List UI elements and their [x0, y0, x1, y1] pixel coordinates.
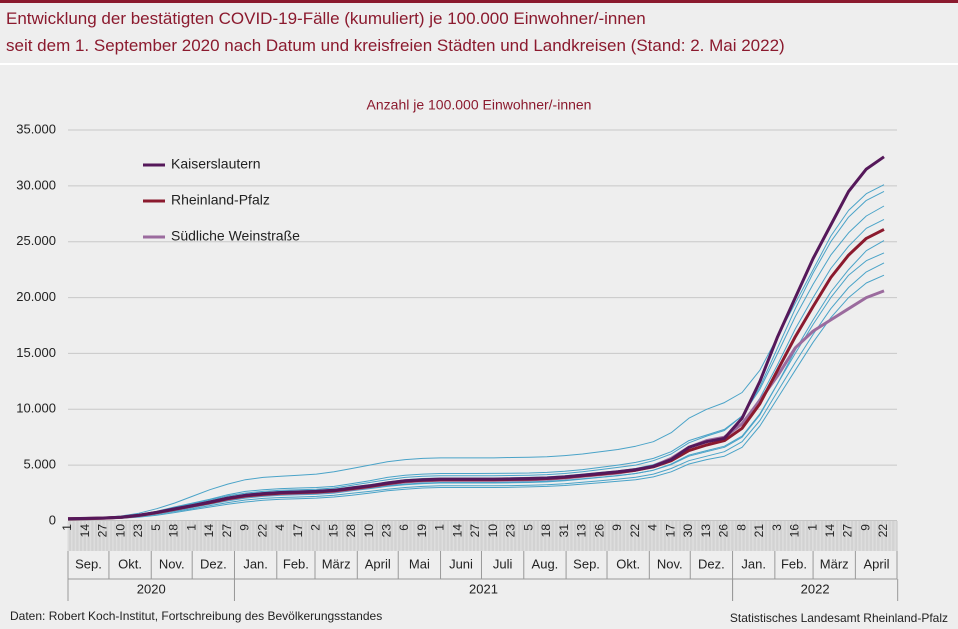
month-label: Juni: [449, 556, 473, 571]
x-tick-label: 9: [238, 524, 252, 531]
x-tick-label: 3: [770, 524, 784, 531]
x-tick-label: 14: [823, 524, 837, 538]
month-label: Okt.: [118, 556, 142, 571]
legend-label: Südliche Weinstraße: [171, 228, 300, 244]
axis-band: [68, 521, 897, 551]
x-tick-label: 23: [131, 524, 145, 538]
district-line: [67, 262, 885, 520]
x-tick-label: 22: [876, 524, 890, 538]
x-tick-label: 22: [628, 524, 642, 538]
month-label: Feb.: [283, 556, 309, 571]
x-tick-label: 14: [202, 524, 216, 538]
publisher: Statistisches Landesamt Rheinland-Pfalz: [730, 611, 948, 625]
x-tick-label: 23: [379, 524, 393, 538]
month-label: Mai: [409, 556, 430, 571]
y-tick-label: 10.000: [16, 401, 56, 416]
x-tick-label: 17: [291, 524, 305, 538]
y-tick-label: 30.000: [16, 177, 56, 192]
x-tick-label: 10: [486, 524, 500, 538]
month-label: Okt.: [616, 556, 640, 571]
month-label: Jan.: [741, 556, 766, 571]
x-tick-label: 5: [149, 524, 163, 531]
x-tick-label: 19: [415, 524, 429, 538]
month-label: Jan.: [243, 556, 268, 571]
x-tick-label: 21: [752, 524, 766, 538]
series-line: [67, 289, 885, 521]
month-label: Feb.: [781, 556, 807, 571]
x-tick-label: 1: [184, 524, 198, 531]
month-label: Juli: [493, 556, 513, 571]
x-tick-label: 9: [610, 524, 624, 531]
x-tick-label: 10: [113, 524, 127, 538]
x-tick-label: 13: [699, 524, 713, 538]
chart-title: seit dem 1. September 2020 nach Datum un…: [6, 36, 785, 55]
x-tick-label: 26: [592, 524, 606, 538]
x-tick-label: 16: [788, 524, 802, 538]
legend-label: Rheinland-Pfalz: [171, 192, 270, 208]
x-tick-label: 27: [841, 524, 855, 538]
x-tick-label: 8: [734, 524, 748, 531]
x-tick-label: 22: [255, 524, 269, 538]
x-tick-label: 4: [273, 524, 287, 531]
year-label: 2020: [137, 581, 166, 596]
x-tick-label: 26: [717, 524, 731, 538]
month-label: Nov.: [159, 556, 185, 571]
y-tick-label: 15.000: [16, 345, 56, 360]
month-label: Nov.: [657, 556, 683, 571]
month-label: März: [820, 556, 849, 571]
district-line: [67, 205, 885, 519]
district-line: [67, 274, 885, 520]
source: Daten: Robert Koch-Institut, Fortschreib…: [10, 609, 382, 623]
month-label: April: [864, 556, 890, 571]
x-tick-label: 28: [344, 524, 358, 538]
x-tick-label: 15: [326, 524, 340, 538]
x-tick-label: 2: [309, 524, 323, 531]
chart-title: Entwicklung der bestätigten COVID-19-Fäl…: [6, 9, 646, 28]
x-tick-label: 1: [433, 524, 447, 531]
month-label: Dez.: [698, 556, 725, 571]
month-label: Sep.: [75, 556, 102, 571]
y-axis-label: Anzahl je 100.000 Einwohner/-innen: [367, 97, 592, 113]
year-label: 2021: [469, 581, 498, 596]
series-line: [67, 155, 885, 521]
top-bar: [0, 0, 958, 3]
x-tick-label: 10: [362, 524, 376, 538]
month-label: Sep.: [573, 556, 600, 571]
month-label: Aug.: [532, 556, 559, 571]
x-tick-label: 27: [220, 524, 234, 538]
y-tick-label: 5.000: [23, 457, 56, 472]
x-tick-label: 5: [521, 524, 535, 531]
x-tick-label: 18: [539, 524, 553, 538]
x-tick-label: 14: [78, 524, 92, 538]
x-tick-label: 17: [663, 524, 677, 538]
x-tick-label: 14: [450, 524, 464, 538]
month-label: April: [365, 556, 391, 571]
month-label: März: [322, 556, 351, 571]
month-label: Dez.: [200, 556, 227, 571]
x-tick-label: 9: [858, 524, 872, 531]
x-tick-label: 23: [504, 524, 518, 538]
x-tick-label: 18: [167, 524, 181, 538]
y-tick-label: 20.000: [16, 289, 56, 304]
x-tick-label: 27: [96, 524, 110, 538]
legend-label: Kaiserslautern: [171, 156, 261, 172]
y-tick-label: 0: [49, 512, 56, 527]
y-tick-label: 35.000: [16, 121, 56, 136]
y-tick-label: 25.000: [16, 233, 56, 248]
x-tick-label: 30: [681, 524, 695, 538]
district-line: [67, 184, 885, 519]
x-tick-label: 13: [575, 524, 589, 538]
x-tick-label: 4: [646, 524, 660, 531]
x-tick-label: 1: [805, 524, 819, 531]
x-tick-label: 31: [557, 524, 571, 538]
x-tick-label: 1: [60, 524, 74, 531]
year-label: 2022: [801, 581, 830, 596]
x-tick-label: 27: [468, 524, 482, 538]
x-tick-label: 6: [397, 524, 411, 531]
